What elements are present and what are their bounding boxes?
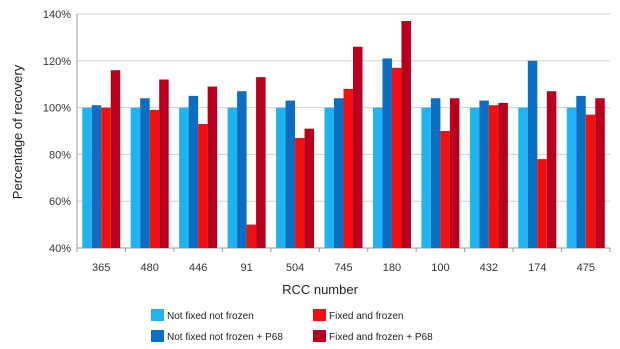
x-tick-label: 432: [480, 262, 498, 274]
bar-365-series-3: [101, 107, 111, 248]
x-tick-label: 91: [240, 262, 252, 274]
bar-100-series-1: [421, 107, 431, 248]
bar-100-series-3: [440, 131, 450, 248]
bar-480-series-1: [130, 107, 141, 248]
bar-475-series-4: [595, 98, 605, 249]
bar-365-series-4: [110, 70, 121, 248]
y-tick-labels: 40% 60% 80% 100% 120% 140%: [43, 9, 71, 255]
bar-365-series-2: [91, 105, 102, 248]
legend-swatch-series-2: [151, 330, 164, 342]
bar-504-series-4: [304, 128, 315, 248]
bar-745-series-2: [334, 98, 344, 249]
bar-480-series-3: [149, 109, 160, 248]
bar-446-series-4: [207, 86, 218, 248]
y-tick-label: 120%: [43, 56, 71, 68]
x-tick-label: 100: [431, 262, 449, 274]
bar-174-series-2: [527, 60, 538, 248]
bar-91-series-2: [237, 91, 247, 248]
legend-label-series-3: Fixed and frozen: [329, 311, 404, 322]
bar-91-series-1: [227, 107, 238, 248]
bar-100-series-4: [449, 98, 460, 249]
bar-745-series-3: [343, 88, 353, 248]
bar-174-series-1: [518, 107, 528, 248]
bar-180-series-4: [401, 21, 411, 248]
bar-475-series-3: [585, 114, 596, 249]
bar-100-series-2: [430, 98, 441, 249]
legend-label-series-1: Not fixed not frozen: [167, 311, 254, 322]
bar-432-series-2: [479, 100, 489, 248]
bar-432-series-3: [488, 105, 499, 248]
bar-480-series-4: [159, 79, 169, 249]
y-tick-label: 60%: [49, 196, 71, 208]
bar-174-series-3: [537, 159, 547, 248]
bar-432-series-1: [469, 107, 480, 248]
x-tick-labels: 365 480 446 91 504 745 180 100 432 174 475: [92, 262, 595, 274]
x-axis-title: RCC number: [282, 282, 359, 297]
y-axis-title: Percentage of recovery: [10, 64, 25, 199]
bar-180-series-2: [382, 58, 392, 249]
x-tick-label: 745: [334, 262, 352, 274]
legend-swatch-series-1: [151, 309, 164, 321]
legend-label-series-4: Fixed and frozen + P68: [329, 332, 433, 343]
bar-91-series-4: [256, 77, 266, 249]
x-tick-label: 180: [383, 262, 401, 274]
x-tick-label: 480: [141, 262, 159, 274]
bar-480-series-2: [140, 98, 150, 249]
bar-180-series-1: [372, 107, 383, 248]
bar-180-series-3: [391, 67, 402, 248]
bar-745-series-4: [353, 46, 363, 249]
x-tick-label: 174: [528, 262, 546, 274]
bar-446-series-2: [188, 95, 199, 249]
x-tick-label: 365: [92, 262, 110, 274]
y-tick-label: 100%: [43, 103, 71, 115]
x-tick-label: 504: [286, 262, 304, 274]
bar-504-series-2: [285, 100, 296, 248]
y-tick-label: 140%: [43, 9, 71, 21]
x-tick-label: 475: [577, 262, 595, 274]
y-tick-label: 80%: [49, 149, 71, 161]
legend-label-series-2: Not fixed not frozen + P68: [167, 332, 283, 343]
bar-174-series-4: [546, 91, 557, 248]
bar-745-series-1: [324, 107, 334, 248]
x-tick-label: 446: [189, 262, 207, 274]
bar-504-series-1: [276, 107, 286, 248]
bar-475-series-2: [576, 95, 586, 249]
bar-504-series-3: [295, 138, 305, 248]
y-tick-label: 40%: [49, 243, 71, 255]
bars: [82, 21, 605, 249]
legend-swatch-series-4: [313, 330, 326, 342]
legend-swatch-series-3: [313, 309, 326, 321]
bar-446-series-3: [198, 123, 208, 248]
bar-432-series-4: [498, 102, 508, 248]
bar-475-series-1: [566, 107, 577, 248]
bar-365-series-1: [82, 107, 92, 248]
bar-91-series-3: [246, 224, 257, 248]
bar-446-series-1: [179, 107, 189, 248]
legend: Not fixed not frozen Not fixed not frozen…: [151, 309, 433, 343]
